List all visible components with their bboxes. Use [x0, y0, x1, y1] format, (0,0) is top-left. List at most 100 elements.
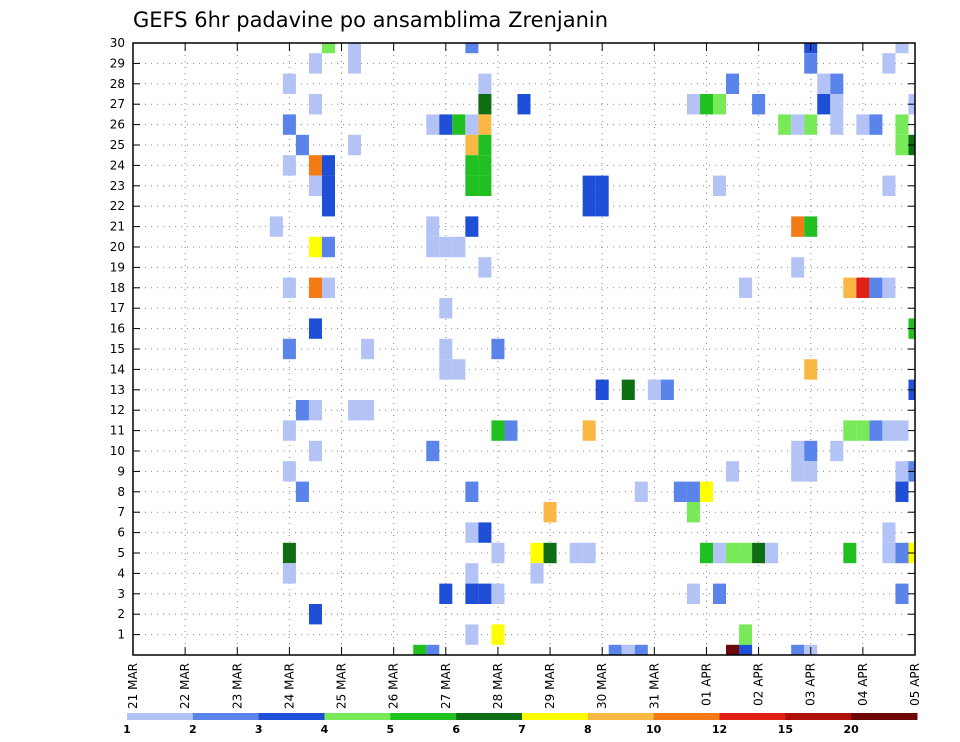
x-tick-label: 27 MAR: [439, 663, 453, 709]
precip-cell: [530, 563, 544, 584]
precip-cells: [269, 43, 915, 655]
precip-cell: [321, 277, 336, 298]
precip-cell: [699, 481, 713, 502]
precip-cell: [712, 542, 727, 564]
precip-cell: [321, 196, 336, 217]
precip-cell: [856, 420, 870, 441]
precip-cell: [282, 542, 296, 564]
precip-cell: [843, 542, 857, 564]
precip-cell: [726, 73, 740, 94]
precip-cell: [478, 175, 492, 196]
precip-cell: [491, 624, 505, 645]
precip-cell: [308, 175, 322, 196]
precip-cell: [348, 53, 362, 74]
precip-cell: [843, 420, 857, 441]
precip-cell: [660, 379, 674, 400]
precip-cell: [439, 338, 453, 360]
colorbar-segment: [587, 713, 655, 720]
precip-cell: [282, 155, 296, 176]
precip-cell: [804, 114, 818, 135]
precip-cell: [752, 542, 766, 564]
x-tick-label: 21 MAR: [126, 663, 140, 709]
x-tick-label: 28 MAR: [491, 663, 505, 709]
precip-cell: [465, 563, 479, 584]
precip-cell: [543, 542, 557, 564]
precip-cell: [843, 277, 857, 298]
precip-cell: [321, 175, 336, 196]
precip-cell: [895, 43, 909, 54]
precip-cell: [465, 155, 479, 176]
precip-cell: [726, 542, 740, 564]
y-tick-label: 5: [117, 546, 125, 560]
y-tick-label: 8: [117, 485, 125, 499]
precip-cell: [895, 583, 909, 604]
y-tick-label: 28: [110, 77, 125, 91]
precip-cell: [882, 175, 896, 196]
precip-cell: [439, 298, 453, 319]
precip-cell: [321, 43, 336, 54]
precip-cell: [295, 400, 309, 421]
precip-cell: [295, 134, 309, 156]
colorbar-label: 12: [712, 723, 727, 736]
precip-cell: [282, 461, 296, 482]
precip-cell: [804, 461, 818, 482]
precip-cell: [426, 644, 440, 655]
precip-cell: [426, 236, 440, 258]
precip-cell: [308, 604, 322, 625]
precip-cell: [895, 542, 909, 564]
colorbar-segment: [653, 713, 720, 720]
x-tick-label: 22 MAR: [178, 663, 192, 709]
precip-cell: [765, 542, 779, 564]
precip-cell: [895, 114, 909, 135]
y-tick-label: 22: [110, 199, 125, 213]
precip-cell: [439, 359, 453, 380]
precip-cell: [830, 94, 844, 115]
y-tick-label: 2: [117, 607, 125, 621]
y-tick-label: 7: [117, 505, 125, 519]
precip-cell: [282, 338, 296, 360]
precip-cell: [465, 583, 479, 604]
precip-cell: [595, 196, 609, 217]
colorbar-segment: [390, 713, 457, 720]
y-tick-label: 25: [110, 138, 125, 152]
precip-cell: [269, 216, 283, 237]
precip-cell: [869, 114, 883, 135]
x-tick-label: 29 MAR: [543, 663, 557, 709]
colorbar-segment: [127, 713, 194, 720]
precip-cell: [569, 542, 583, 564]
precip-cell: [465, 481, 479, 502]
colorbar-segment: [851, 713, 918, 720]
colorbar-segment: [522, 713, 589, 720]
precip-cell: [478, 583, 492, 604]
precip-cell: [308, 94, 322, 115]
colorbar-label: 3: [255, 723, 263, 736]
precip-cell: [791, 114, 805, 135]
precip-cell: [478, 73, 492, 94]
y-tick-label: 17: [110, 301, 125, 315]
precip-cell: [830, 440, 844, 462]
precip-cell: [856, 114, 870, 135]
precip-cell: [791, 257, 805, 278]
precip-cell: [452, 236, 466, 258]
precip-cell: [426, 216, 440, 237]
precip-cell: [308, 400, 322, 421]
precip-cell: [282, 563, 296, 584]
precip-cell: [465, 114, 479, 135]
precip-cell: [582, 420, 596, 441]
precip-cell: [726, 644, 740, 655]
colorbar-label: 5: [387, 723, 395, 736]
precip-cell: [308, 277, 322, 298]
precip-cell: [686, 481, 700, 502]
y-tick-label: 9: [117, 464, 125, 478]
precip-cell: [739, 644, 753, 655]
x-tick-label: 03 APR: [804, 663, 818, 706]
precip-cell: [321, 236, 336, 258]
precip-cell: [791, 461, 805, 482]
colorbar-label: 15: [778, 723, 793, 736]
precip-cell: [882, 277, 896, 298]
colorbar-label: 4: [321, 723, 329, 736]
precip-cell: [465, 522, 479, 543]
precip-cell: [608, 644, 622, 655]
x-tick-label: 24 MAR: [282, 663, 296, 709]
